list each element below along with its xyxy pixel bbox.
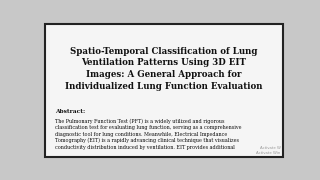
- Text: The Pulmonary Function Test (PFT) is a widely utilized and rigorous
classificati: The Pulmonary Function Test (PFT) is a w…: [55, 119, 241, 150]
- Text: Activate W
Activate Win: Activate W Activate Win: [256, 146, 281, 155]
- FancyBboxPatch shape: [45, 24, 283, 158]
- Text: Spatio-Temporal Classification of Lung
Ventilation Patterns Using 3D EIT
Images:: Spatio-Temporal Classification of Lung V…: [65, 47, 263, 91]
- Text: Abstract:: Abstract:: [55, 109, 85, 114]
